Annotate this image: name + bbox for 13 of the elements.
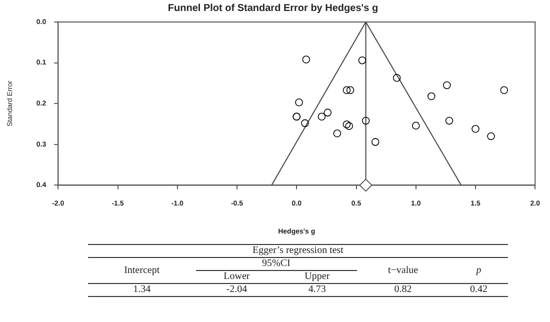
text: 1.34 bbox=[88, 284, 196, 296]
text: -2.04 bbox=[196, 284, 278, 296]
text: Intercept bbox=[123, 264, 161, 278]
text: Egger’s regression test bbox=[88, 244, 508, 258]
text: Lower bbox=[222, 270, 251, 284]
text: Upper bbox=[304, 270, 331, 284]
chart-title: Funnel Plot of Standard Error by Hedges's g bbox=[168, 2, 378, 14]
text: 95%CI bbox=[196, 258, 357, 270]
text: 0.42 bbox=[449, 284, 508, 296]
text: 4.73 bbox=[278, 284, 357, 296]
text: 0.82 bbox=[356, 284, 450, 296]
text: t−value bbox=[387, 264, 420, 278]
text: p bbox=[474, 264, 482, 278]
